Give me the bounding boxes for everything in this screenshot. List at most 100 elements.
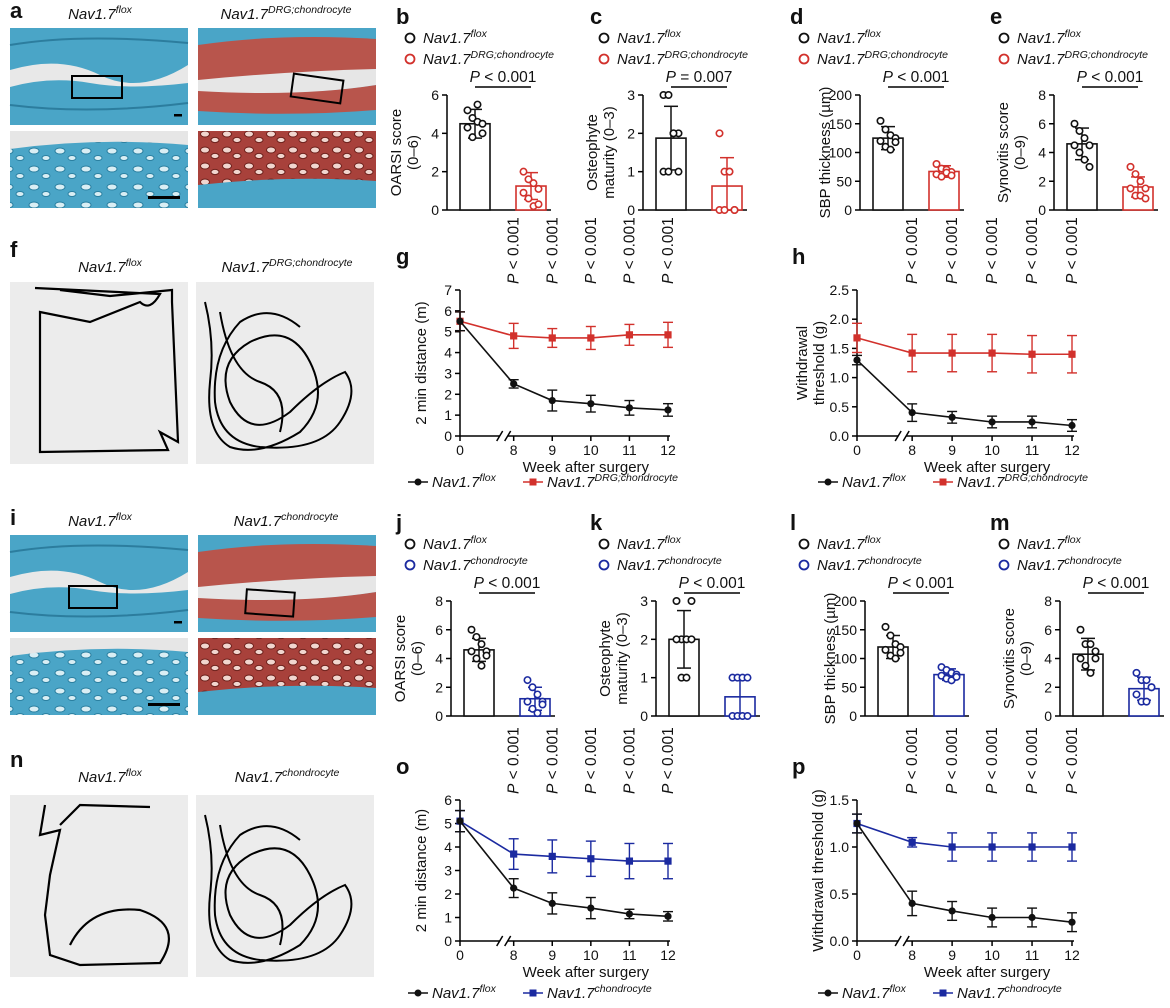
data-point bbox=[1076, 654, 1085, 663]
data-point bbox=[1132, 668, 1141, 677]
panel-label-b: b bbox=[396, 4, 409, 29]
data-point bbox=[664, 406, 672, 414]
track-arena-left bbox=[10, 795, 188, 977]
y-tick-label: 0.5 bbox=[830, 886, 850, 902]
y-tick-label: 2 bbox=[444, 886, 452, 902]
y-tick-label: 6 bbox=[431, 87, 439, 103]
data-point bbox=[664, 91, 673, 100]
p-value: P < 0.001 bbox=[544, 727, 561, 794]
legend-label-dc: Nav1.7DRG;chondrocyte bbox=[957, 472, 1088, 491]
x-tick-label: 11 bbox=[622, 442, 637, 458]
data-point bbox=[891, 138, 900, 147]
p-value: P < 0.001 bbox=[904, 727, 921, 794]
x-tick-label: 9 bbox=[548, 947, 556, 963]
legend-marker-flox bbox=[798, 32, 810, 44]
data-point bbox=[587, 855, 595, 863]
x-tick-label: 11 bbox=[1025, 947, 1040, 963]
y-tick-label: 1 bbox=[640, 670, 648, 686]
y-tick-label: 6 bbox=[444, 303, 452, 319]
data-point bbox=[548, 899, 556, 908]
data-point bbox=[523, 697, 532, 706]
data-point bbox=[529, 179, 538, 188]
y-tick-label: 8 bbox=[1038, 87, 1046, 103]
series-line-flox bbox=[856, 359, 1073, 427]
data-point bbox=[1076, 625, 1085, 634]
data-point bbox=[528, 683, 537, 692]
legend-marker-dc bbox=[529, 478, 537, 486]
legend-marker-flox bbox=[824, 989, 832, 997]
histology-panel-i: Nav1.7flox Nav1.7chondrocyte bbox=[9, 511, 376, 715]
data-point bbox=[881, 125, 890, 134]
y-axis-label: OARSI score bbox=[388, 109, 405, 197]
legend-label-flox: Nav1.7flox bbox=[423, 28, 488, 47]
legend-marker-ch bbox=[939, 989, 947, 997]
x-tick-label: 11 bbox=[622, 947, 637, 963]
y-tick-label: 1 bbox=[444, 407, 452, 423]
x-tick-label: 10 bbox=[984, 947, 1000, 963]
legend-marker-flox bbox=[598, 538, 610, 550]
y-tick-label: 3 bbox=[444, 863, 452, 879]
y-tick-label: 6 bbox=[435, 622, 443, 638]
data-point bbox=[730, 206, 739, 215]
y-tick-label: 2 bbox=[444, 386, 452, 402]
x-tick-label: 10 bbox=[984, 442, 1000, 458]
legend-label-flox: Nav1.7flox bbox=[1017, 28, 1082, 47]
y-axis-label: (0–9) bbox=[1018, 641, 1035, 676]
data-point bbox=[482, 651, 491, 660]
panel-label-i: i bbox=[10, 505, 16, 530]
data-point bbox=[876, 137, 885, 146]
x-axis-label: Week after surgery bbox=[924, 964, 1051, 981]
histology-title-flox: Nav1.7flox bbox=[68, 511, 133, 530]
scale-bar bbox=[148, 196, 180, 199]
data-point bbox=[1068, 350, 1076, 358]
y-axis-label: 2 min distance (m) bbox=[413, 301, 430, 424]
histology-title-dc: Nav1.7DRG;chondrocyte bbox=[221, 4, 352, 23]
y-tick-label: 150 bbox=[834, 622, 858, 638]
legend-marker-dc bbox=[598, 53, 610, 65]
chart-k: Nav1.7flox Nav1.7chondrocyte 0 1 2 3 Osteophyt… bbox=[597, 534, 760, 724]
data-point bbox=[881, 622, 890, 631]
panel-label-n: n bbox=[10, 747, 23, 772]
legend-label-flox: Nav1.7flox bbox=[842, 472, 907, 491]
p-value: P < 0.001 bbox=[621, 727, 638, 794]
chart-h: 0.0 0.5 1.0 1.5 2.0 2.5 0 8 9 10 11 12 Week after su… bbox=[794, 217, 1088, 491]
y-tick-label: 4 bbox=[431, 125, 439, 141]
histology-panel-a: Nav1.7flox Nav1.7DRG;chondrocyte bbox=[9, 4, 376, 208]
data-point bbox=[1068, 421, 1076, 430]
y-tick-label: 200 bbox=[834, 593, 858, 609]
y-tick-label: 50 bbox=[841, 679, 857, 695]
zoom-box bbox=[289, 72, 345, 105]
y-tick-label: 0 bbox=[1044, 708, 1052, 724]
data-point bbox=[456, 817, 464, 825]
panel-label-g: g bbox=[396, 244, 409, 269]
data-point bbox=[510, 884, 518, 892]
data-point bbox=[1068, 843, 1076, 851]
x-tick-label: 10 bbox=[583, 442, 599, 458]
y-tick-label: 0 bbox=[444, 933, 452, 949]
y-tick-label: 1.0 bbox=[830, 370, 850, 386]
y-axis-label: Withdrawal bbox=[794, 326, 811, 400]
data-point bbox=[682, 673, 691, 682]
x-tick-label: 8 bbox=[510, 947, 518, 963]
data-point bbox=[510, 332, 518, 340]
chart-d: Nav1.7flox Nav1.7DRG;chondrocyte 0 50 100 150… bbox=[798, 28, 964, 218]
zoom-box bbox=[68, 585, 118, 609]
data-point bbox=[587, 904, 595, 912]
data-point bbox=[625, 404, 634, 412]
legend-label-flox: Nav1.7flox bbox=[423, 534, 488, 553]
data-point bbox=[674, 167, 683, 176]
y-tick-label: 6 bbox=[1038, 116, 1046, 132]
axis-break bbox=[902, 935, 910, 947]
data-point bbox=[952, 672, 961, 681]
data-point bbox=[988, 913, 996, 922]
x-tick-label: 0 bbox=[853, 442, 861, 458]
data-point bbox=[672, 635, 681, 644]
data-point bbox=[477, 640, 486, 649]
data-point bbox=[533, 690, 542, 699]
series-line-dc bbox=[856, 337, 1072, 356]
legend-marker-ch bbox=[798, 559, 810, 571]
data-point bbox=[1070, 119, 1079, 128]
data-point bbox=[937, 172, 946, 181]
y-axis-label: SBP thickness (µm) bbox=[822, 593, 839, 725]
p-value: P < 0.001 bbox=[583, 727, 600, 794]
